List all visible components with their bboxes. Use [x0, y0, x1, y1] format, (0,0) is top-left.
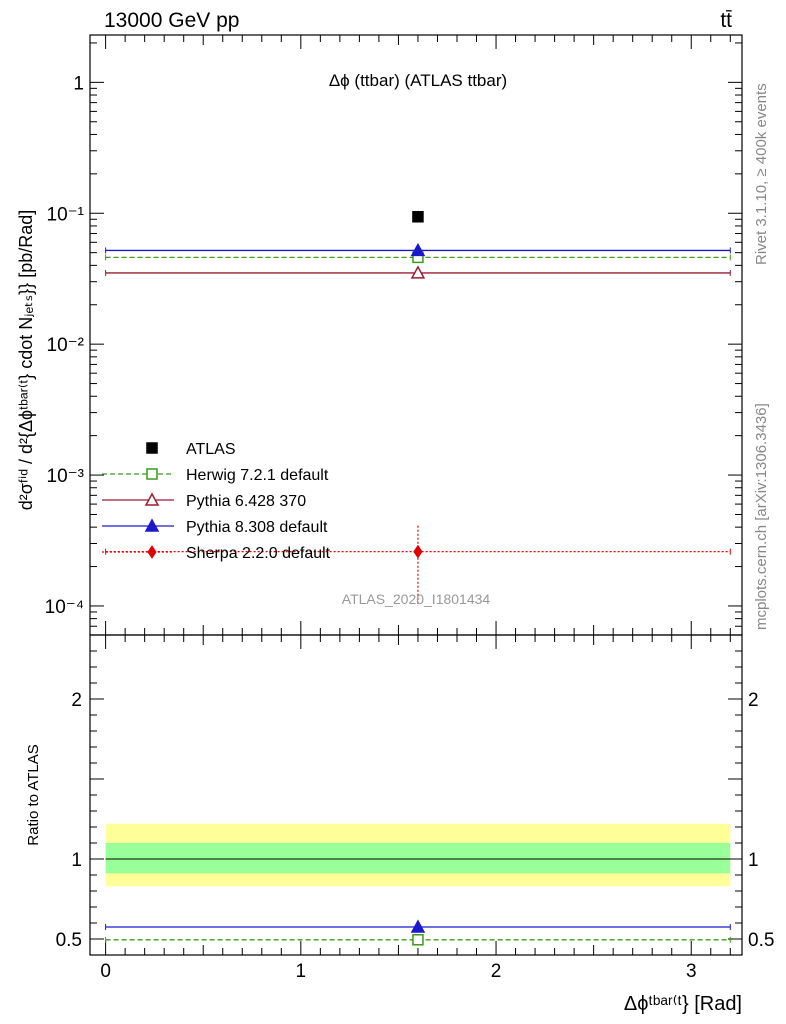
legend-label: Pythia 8.308 default: [186, 519, 328, 536]
ratio-panel: 0.5 0.5 1 1 2 2 0 1 2 3: [56, 634, 774, 982]
ratio-ylabel-group: Ratio to ATLAS: [25, 744, 42, 845]
ratio-y-tick-label: 1: [71, 850, 82, 871]
mcplots-label-group: mcplots.cern.ch [arXiv:1306.3436]: [753, 403, 770, 630]
y-tick-label: 10⁻²: [47, 335, 85, 356]
legend-label: Sherpa 2.2.0 default: [186, 545, 331, 562]
ratio-y-tick-label-right: 1: [748, 850, 759, 871]
rivet-label-group: Rivet 3.1.10, ≥ 400k events: [753, 83, 770, 265]
header-right: tt̄: [720, 9, 732, 32]
header-left: 13000 GeV pp: [104, 9, 239, 32]
data-point: [410, 265, 426, 279]
legend-label: ATLAS: [186, 441, 236, 458]
main-ylabel-group: d²σᶠⁱᵈ / d²{Δϕᵗᵇᵃʳ⁽ᵗ} cdot Nⱼₑₜₛ}} [pb/R…: [16, 210, 36, 510]
legend-marker: [146, 442, 158, 454]
main-panel: 1 10⁻¹ 10⁻² 10⁻³ 10⁻⁴ ATLAS Herwig 7.2.1 defau…: [45, 34, 743, 636]
y-tick-label: 10⁻¹: [47, 204, 85, 225]
ratio-frame: [89, 634, 743, 956]
data-point: [412, 211, 424, 223]
ratio-y-tick-label-right: 2: [748, 690, 759, 711]
ratio-y-tick-label: 2: [71, 690, 82, 711]
y-tick-label: 10⁻⁴: [45, 597, 84, 618]
analysis-watermark: ATLAS_2020_I1801434: [342, 591, 491, 607]
legend-marker: [147, 545, 157, 559]
y-tick-label: 10⁻³: [47, 466, 85, 487]
legend-marker: [144, 518, 160, 532]
legend-marker: [144, 492, 160, 506]
rivet-label: Rivet 3.1.10, ≥ 400k events: [753, 83, 770, 265]
x-tick-label: 2: [491, 961, 502, 982]
legend-label: Pythia 6.428 370: [186, 493, 306, 510]
x-tick-label: 1: [296, 961, 307, 982]
ratio-y-tick-label: 0.5: [56, 930, 82, 951]
y-tick-label: 1: [73, 73, 84, 94]
legend-marker: [146, 468, 158, 480]
main-title: Δϕ (ttbar) (ATLAS ttbar): [329, 71, 507, 90]
legend-label: Herwig 7.2.1 default: [186, 467, 329, 484]
ratio-point: [410, 919, 426, 933]
ratio-point: [412, 934, 424, 946]
ratio-ylabel: Ratio to ATLAS: [25, 744, 42, 845]
ratio-band: [105, 843, 731, 874]
x-tick-label: 3: [686, 961, 697, 982]
main-ylabel: d²σᶠⁱᵈ / d²{Δϕᵗᵇᵃʳ⁽ᵗ} cdot Nⱼₑₜₛ}} [pb/R…: [16, 210, 36, 510]
x-tick-label: 0: [100, 961, 111, 982]
data-point: [410, 242, 426, 257]
data-point: [413, 544, 423, 559]
ratio-y-tick-label-right: 0.5: [748, 930, 774, 951]
mcplots-label: mcplots.cern.ch [arXiv:1306.3436]: [753, 403, 770, 630]
x-axis-label: Δϕᵗᵇᵃʳ⁽ᵗ} [Rad]: [624, 993, 742, 1015]
